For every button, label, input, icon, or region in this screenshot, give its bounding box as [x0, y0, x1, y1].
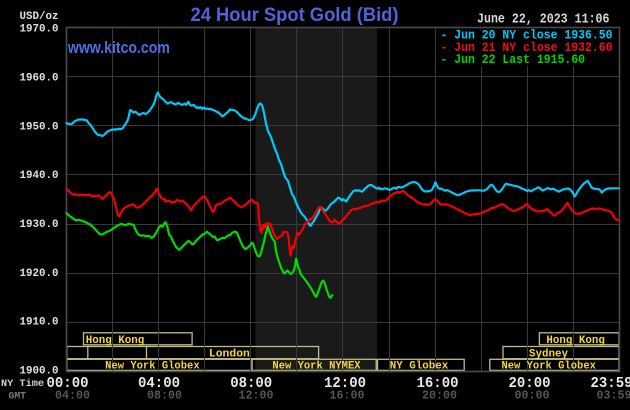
svg-text:London: London: [209, 348, 250, 360]
svg-text:www.kitco.com: www.kitco.com: [67, 38, 170, 57]
svg-text:- Jun 22 Last 1915.60: - Jun 22 Last 1915.60: [441, 53, 586, 67]
svg-text:16:00: 16:00: [330, 388, 365, 402]
svg-text:- Jun 21 NY close 1932.60: - Jun 21 NY close 1932.60: [441, 41, 613, 55]
svg-text:1940.0: 1940.0: [20, 170, 59, 182]
svg-text:1920.0: 1920.0: [20, 268, 59, 280]
svg-text:- Jun 20 NY close 1936.50: - Jun 20 NY close 1936.50: [441, 29, 613, 43]
svg-text:NY Globex: NY Globex: [390, 361, 449, 373]
svg-text:Hong Kong: Hong Kong: [86, 335, 145, 347]
svg-text:04:00: 04:00: [138, 375, 180, 392]
svg-text:23:59: 23:59: [591, 375, 630, 392]
svg-text:20:00: 20:00: [509, 375, 551, 392]
svg-text:New York NYMEX: New York NYMEX: [272, 361, 361, 373]
svg-text:20:00: 20:00: [422, 388, 457, 402]
svg-text:USD/oz: USD/oz: [20, 11, 59, 23]
svg-text:12:00: 12:00: [239, 388, 274, 402]
svg-text:NY Time: NY Time: [1, 378, 44, 390]
svg-text:Sydney: Sydney: [529, 348, 569, 360]
svg-text:08:00: 08:00: [147, 388, 182, 402]
svg-text:16:00: 16:00: [417, 375, 459, 392]
svg-text:00:00: 00:00: [47, 375, 89, 392]
svg-text:New York Globex: New York Globex: [501, 361, 596, 373]
svg-text:1950.0: 1950.0: [20, 121, 59, 133]
svg-text:08:00: 08:00: [230, 375, 272, 392]
svg-text:1900.0: 1900.0: [20, 366, 59, 378]
svg-text:03:59: 03:59: [597, 388, 630, 402]
svg-text:Hong Kong: Hong Kong: [546, 335, 605, 347]
svg-text:12:00: 12:00: [324, 375, 366, 392]
svg-text:1930.0: 1930.0: [20, 219, 59, 231]
svg-text:24 Hour Spot Gold (Bid): 24 Hour Spot Gold (Bid): [191, 5, 399, 26]
svg-text:1910.0: 1910.0: [20, 317, 59, 329]
svg-text:1960.0: 1960.0: [20, 73, 59, 85]
svg-text:00:00: 00:00: [515, 388, 550, 402]
svg-text:1970.0: 1970.0: [20, 24, 59, 36]
svg-text:June 22, 2023 11:06: June 22, 2023 11:06: [477, 12, 610, 28]
svg-text:GMT: GMT: [9, 391, 27, 402]
svg-text:New York Globex: New York Globex: [105, 361, 200, 373]
svg-text:04:00: 04:00: [55, 388, 90, 402]
